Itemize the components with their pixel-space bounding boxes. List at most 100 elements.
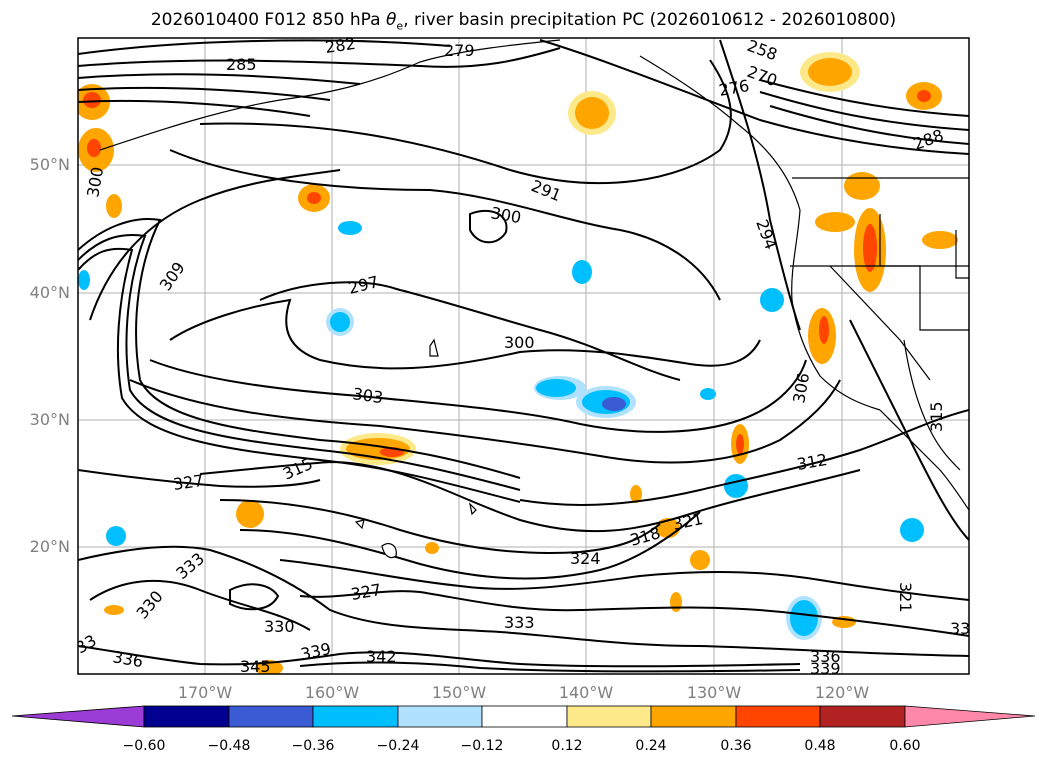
contour-300-north [169,149,721,301]
precip-neg-subtropical [534,376,636,418]
colorbar-swatch [819,705,906,728]
precip-neg-central-pacific [326,308,354,336]
contour-bc-tight-3 [769,105,969,145]
contour-321 [239,511,701,580]
contour-north-2 [78,86,331,101]
title-theta-symbol: θ [386,10,397,30]
contour-loop-central [469,209,508,244]
lat-label-20n: 20°N [29,537,70,556]
contour-327-south [299,590,969,637]
colorbar-swatch [735,705,821,728]
precip-patch-california [808,308,836,364]
contour-label: 33 [950,619,970,638]
contour-loop-south [229,583,280,611]
contour-306 [129,379,841,464]
contour-label: 336 [810,647,841,666]
precip-patch-hawaii-west [236,500,264,528]
contour-336 [78,645,801,668]
contour-label: 324 [570,549,601,568]
precip-patch-east-central [731,424,749,464]
island-small-2 [429,338,439,357]
colorbar-tick-label: 0.48 [804,738,836,754]
contour-jet-2 [78,234,521,491]
border-states-3 [829,265,931,381]
coast-baja-mexico [879,409,969,511]
precip-neg-north-central [338,221,592,284]
colorbar-tick-label: 0.24 [635,738,667,754]
border-states-2 [879,214,969,331]
coastlines [99,39,969,511]
precipitation-positive-patches [78,52,958,674]
lon-label-130w: 130°W [686,683,742,702]
colorbar-tick-label: −0.12 [460,738,504,754]
contour-291 [199,59,732,185]
islands [354,338,477,559]
contour-294 [719,39,801,331]
lon-label-140w: 140°W [558,683,614,702]
contour-285 [78,47,561,68]
contour-label: 345 [240,657,271,676]
contour-309 [89,169,341,321]
contour-north-3 [78,99,311,117]
colorbar-swatch [143,705,230,728]
colorbar-tick-label: −0.60 [122,738,166,754]
precip-patch-pacific-northwest [815,172,958,292]
contour-333 [78,545,969,657]
contour-jet-1 [78,218,521,479]
contour-label: 333 [504,613,535,632]
colorbar-swatch [481,705,568,728]
coast-alaska [99,39,561,151]
precip-patch-bc-coast [800,52,860,92]
precip-neg-california [760,288,784,312]
colorbar-swatch [228,705,314,728]
lon-label-160w: 160°W [304,683,360,702]
contour-303 [149,359,807,433]
colorbar-swatch [312,705,399,728]
title-theta-subscript: e [396,19,404,33]
contour-330 [89,579,311,631]
map-title: 2026010400 F012 850 hPa θe, river basin … [0,10,1047,32]
contour-label: 279 [444,41,475,60]
gridlines [78,38,969,674]
contour-label: 300 [504,333,535,352]
colorbar-swatch [566,705,652,728]
colorbar-tick-label: 0.12 [551,738,583,754]
contour-jet-3 [78,247,521,503]
contour-288 [539,39,969,155]
contour-282 [78,39,451,55]
theta-e-contours [78,39,969,673]
contour-label: 315 [927,401,946,432]
contour-339 [299,661,801,673]
contour-324 [279,559,969,601]
colorbar-swatch [650,705,737,728]
colorbar-extend-low [11,705,145,728]
precip-patch-kamchatka [78,128,114,172]
precip-patch-north-pacific [298,184,330,212]
contour-318 [219,499,661,554]
contour-bc-tight-2 [759,91,969,131]
contour-300-mid [169,298,761,370]
contour-label: 303 [351,384,384,407]
contour-label: 327 [172,471,205,494]
title-rest: , river basin precipitation PC (20260106… [403,10,897,30]
contour-315 [199,460,861,533]
lat-label-40n: 40°N [29,283,70,302]
map-frame [77,37,970,675]
contour-north-1 [78,73,361,85]
contour-label: 339 [810,659,841,678]
precip-patch-alberta [906,82,942,110]
coast-alaska-panhandle [639,55,801,211]
contour-label: 285 [226,55,257,74]
contour-bc-tight-1 [759,79,969,117]
lat-label-30n: 30°N [29,410,70,429]
precip-patch-hawaii-north [340,433,416,465]
precip-patch-west-small [106,194,122,218]
island-small-1 [354,519,365,530]
contour-label: 330 [264,617,295,636]
precip-patch-gulf-alaska [568,91,616,135]
colorbar [11,705,1036,728]
island-small-3 [469,502,477,516]
colorbar-tick-label: −0.48 [207,738,251,754]
contour-327-west [78,469,321,488]
